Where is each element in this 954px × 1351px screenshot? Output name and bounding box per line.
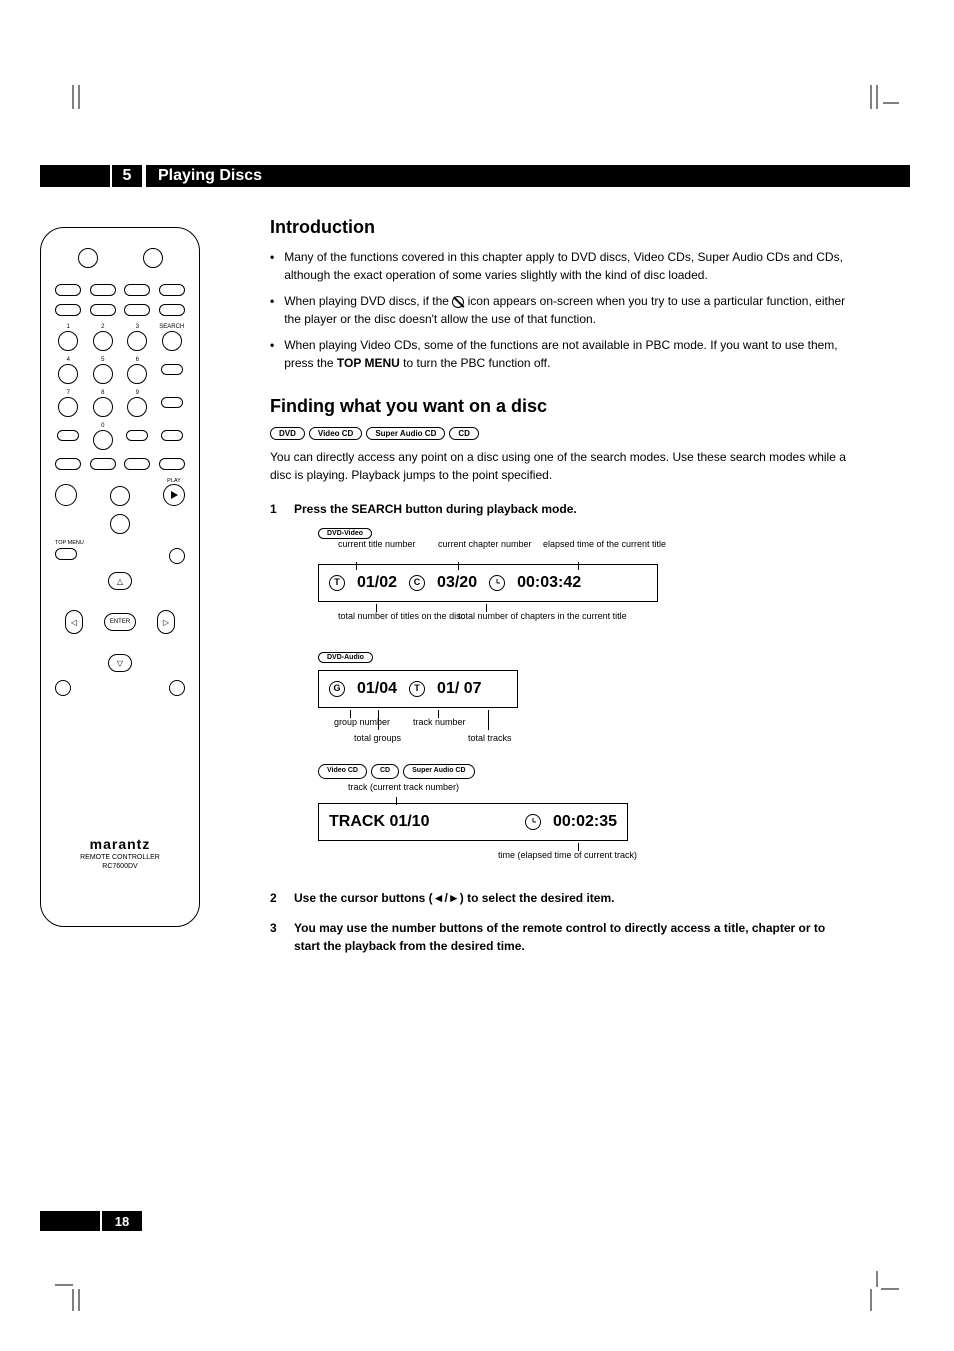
step-1: 1 Press the SEARCH button during playbac… — [270, 500, 850, 877]
play-button-icon — [163, 484, 185, 506]
step-3: 3 You may use the number buttons of the … — [270, 919, 850, 955]
intro-heading: Introduction — [270, 217, 850, 238]
chapter-number: 5 — [112, 165, 142, 187]
top-menu-label: TOP MENU — [55, 540, 185, 546]
dpad: △ ▽ ◁ ▷ ENTER — [55, 572, 185, 672]
dvd-audio-display: DVD-Audio G 01/04 T 01/ 07 — [318, 646, 850, 750]
finding-intro: You can directly access any point on a d… — [270, 448, 850, 484]
chapter-title: Playing Discs — [146, 165, 910, 187]
step-2: 2 Use the cursor buttons (◄/►) to select… — [270, 889, 850, 907]
chapter-header: 5 Playing Discs — [40, 165, 910, 187]
format-badges: DVD Video CD Super Audio CD CD — [270, 427, 850, 440]
title-icon: T — [329, 575, 345, 591]
clock-icon — [489, 575, 505, 591]
dvd-video-display: DVD-Video current title number current c… — [318, 522, 850, 632]
prohibit-icon — [452, 296, 464, 308]
group-icon: G — [329, 681, 345, 697]
clock-icon — [525, 814, 541, 830]
page-number: 18 — [40, 1211, 142, 1231]
intro-bullets: Many of the functions covered in this ch… — [270, 248, 850, 372]
chapter-icon: C — [409, 575, 425, 591]
page-content: 5 Playing Discs 1 2 3 SEARCH 4 5 6 — [40, 165, 910, 967]
enter-button: ENTER — [104, 613, 136, 631]
track-icon: T — [409, 681, 425, 697]
remote-brand: marantz REMOTE CONTROLLER RC7600DV — [55, 836, 185, 870]
finding-heading: Finding what you want on a disc — [270, 396, 850, 417]
remote-illustration: 1 2 3 SEARCH 4 5 6 7 8 9 0 — [40, 217, 230, 967]
cd-display: Video CD CD Super Audio CD track (curren… — [318, 764, 850, 863]
search-label: SEARCH — [159, 324, 184, 331]
bullet-prohibit: When playing DVD discs, if the icon appe… — [284, 292, 850, 328]
